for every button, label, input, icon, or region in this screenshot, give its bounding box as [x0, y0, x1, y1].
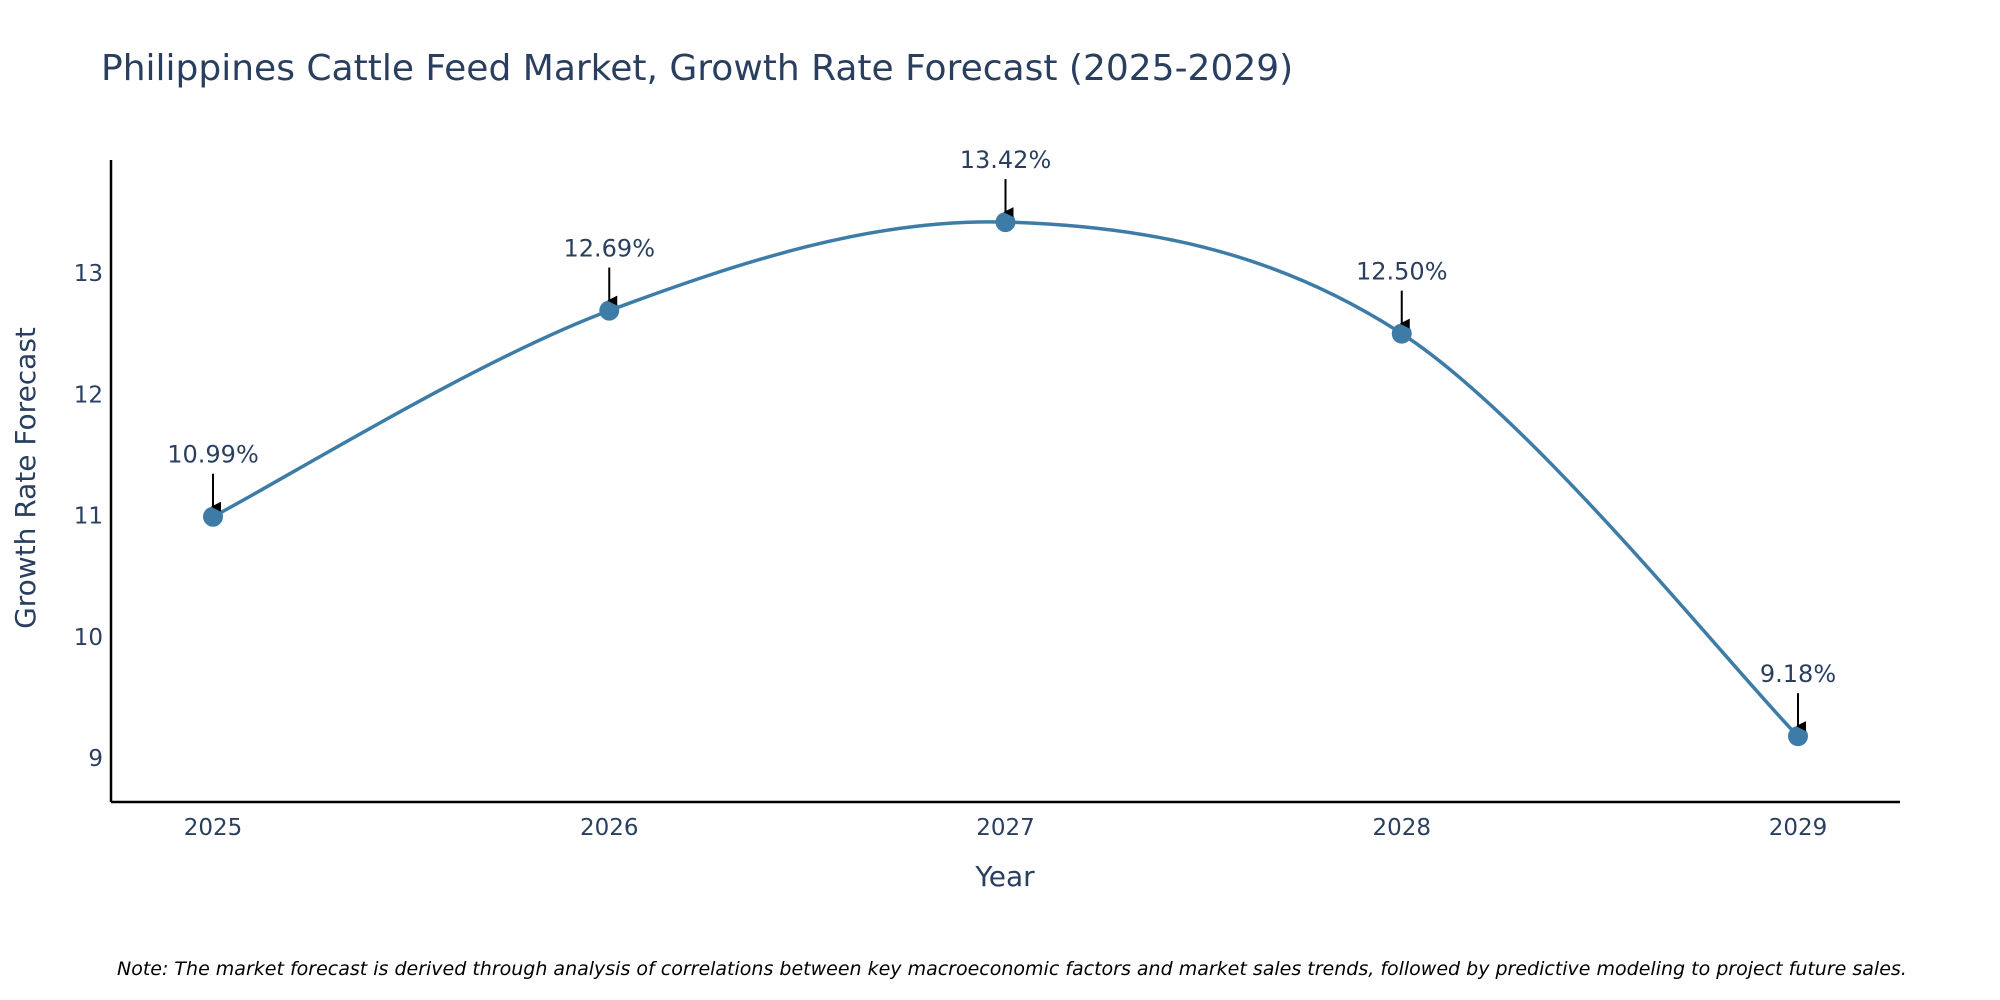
data-point-2027	[995, 212, 1016, 233]
data-point-2029	[1788, 726, 1808, 747]
chart-title: Philippines Cattle Feed Market, Growth R…	[101, 48, 1293, 89]
footnote: Note: The market forecast is derived thr…	[117, 958, 1907, 980]
x-tick-label: 2029	[1769, 815, 1828, 841]
data-label-2025: 10.99%	[167, 441, 259, 469]
data-point-2028	[1391, 323, 1412, 344]
data-point-2026	[599, 300, 620, 321]
y-tick-label: 11	[74, 504, 103, 530]
y-tick-label: 10	[74, 625, 103, 651]
x-tick-label: 2025	[184, 815, 243, 841]
data-label-2029: 9.18%	[1760, 660, 1836, 688]
series-line	[212, 220, 1800, 738]
plot-area: 9 10 11 12 13 2025 2026 2027 2028 2029 10.99% 12.69…	[74, 146, 1900, 841]
data-point-2025	[203, 506, 223, 527]
x-tick-label: 2028	[1372, 815, 1431, 841]
y-tick-label: 9	[88, 746, 103, 772]
x-tick-label: 2026	[580, 815, 639, 841]
data-label-2027: 13.42%	[960, 146, 1052, 174]
data-label-2026: 12.69%	[563, 235, 655, 263]
x-axis-title: Year	[974, 860, 1035, 893]
y-tick-label: 12	[74, 382, 103, 408]
y-axis-title: Growth Rate Forecast	[9, 327, 42, 629]
x-tick-label: 2027	[976, 815, 1035, 841]
y-tick-label: 13	[74, 261, 103, 287]
data-label-2028: 12.50%	[1356, 258, 1448, 286]
